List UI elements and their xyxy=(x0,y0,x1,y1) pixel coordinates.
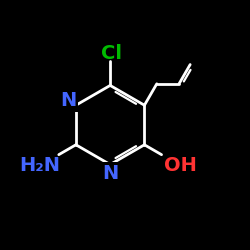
Text: H₂N: H₂N xyxy=(19,156,60,175)
Text: OH: OH xyxy=(164,156,197,175)
Text: Cl: Cl xyxy=(101,44,122,63)
Text: N: N xyxy=(60,92,76,110)
Text: N: N xyxy=(102,164,118,183)
